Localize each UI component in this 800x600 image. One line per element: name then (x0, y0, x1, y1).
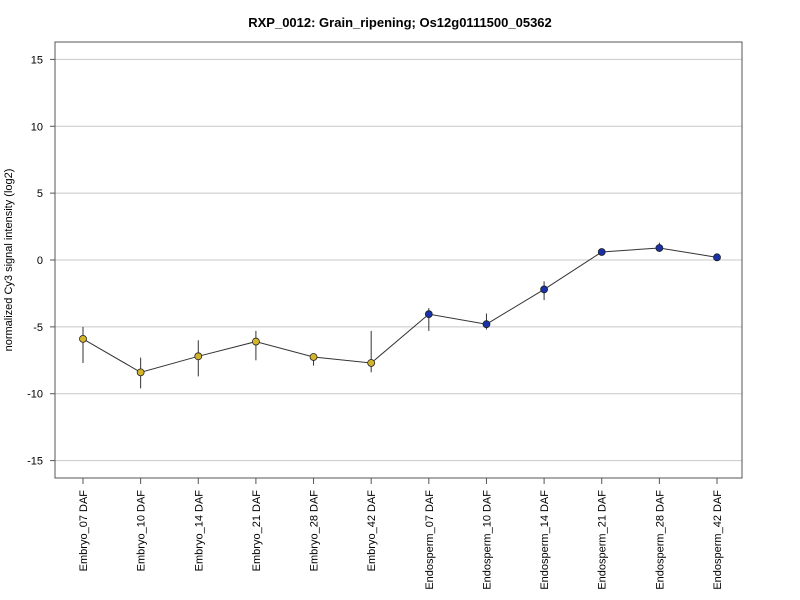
y-axis: 15 10 5 0 -5 -10 -15 (27, 54, 55, 468)
data-point (540, 285, 548, 294)
data-point (367, 359, 376, 367)
y-tick-label: 15 (31, 54, 43, 66)
data-point (482, 320, 491, 329)
data-point (136, 368, 145, 377)
y-tick-label: 10 (31, 121, 43, 133)
x-tick-label: Embryo_14 DAF (193, 490, 205, 572)
y-axis-label: normalized Cy3 signal intensity (log2) (3, 169, 15, 352)
data-point (79, 335, 87, 343)
x-tick-label: Endosperm_07 DAF (424, 490, 436, 590)
data-point (309, 353, 318, 361)
gridlines (55, 58, 742, 462)
x-tick-label: Endosperm_14 DAF (539, 490, 551, 590)
x-tick-label: Embryo_21 DAF (251, 490, 263, 572)
chart-title: RXP_0012: Grain_ripening; Os12g0111500_0… (248, 15, 552, 30)
x-tick-label: Endosperm_21 DAF (597, 490, 609, 590)
x-tick-label: Embryo_28 DAF (309, 490, 321, 572)
data-point (252, 337, 260, 346)
x-tick-label: Embryo_42 DAF (366, 490, 378, 572)
data-point (194, 352, 203, 361)
data-point (424, 310, 433, 319)
data-point (713, 253, 721, 262)
y-tick-label: 5 (37, 188, 43, 200)
x-tick-label: Embryo_07 DAF (78, 490, 90, 572)
y-tick-label: -15 (27, 456, 43, 468)
data-point (597, 248, 606, 256)
data-points (79, 244, 721, 377)
y-tick-label: 0 (37, 255, 43, 267)
x-tick-label: Embryo_10 DAF (136, 490, 148, 572)
x-tick-label: Endosperm_42 DAF (712, 490, 724, 590)
data-point (655, 244, 664, 252)
error-bars (82, 242, 718, 389)
x-tick-label: Endosperm_28 DAF (654, 490, 666, 590)
x-tick-label: Endosperm_10 DAF (481, 490, 493, 590)
y-tick-label: -5 (33, 322, 43, 334)
x-axis: Embryo_07 DAF Embryo_10 DAF Embryo_14 DAF E… (78, 478, 724, 590)
y-tick-label: -10 (27, 389, 43, 401)
series-line (82, 247, 718, 373)
